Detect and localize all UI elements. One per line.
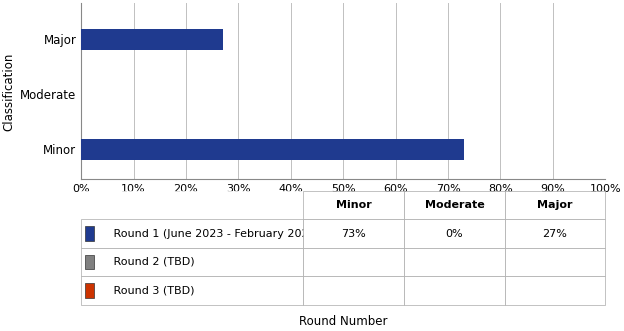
Y-axis label: Classification: Classification bbox=[3, 52, 16, 130]
Text: Round Number: Round Number bbox=[299, 315, 388, 328]
Bar bbox=[81, 28, 223, 50]
Bar bbox=[81, 139, 464, 160]
